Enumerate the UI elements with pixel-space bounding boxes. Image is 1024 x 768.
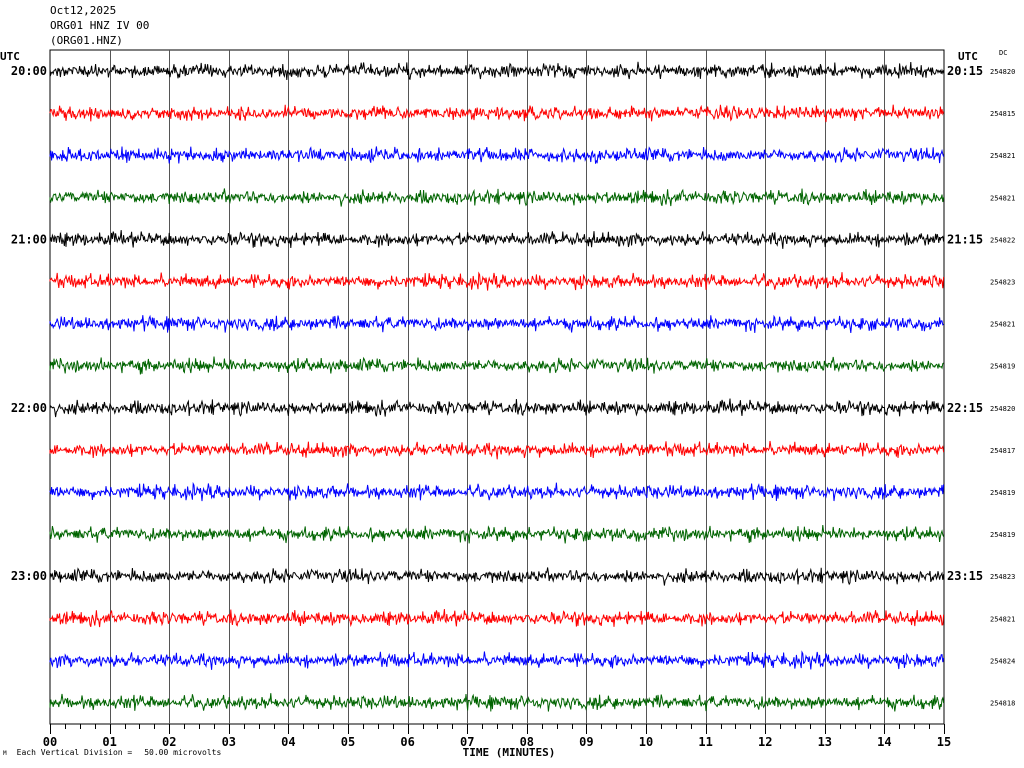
x-tick-label: 12 xyxy=(758,735,772,749)
footer-mark: M xyxy=(3,750,7,757)
seismic-trace xyxy=(49,481,945,502)
dc-offset-label: 254821 xyxy=(990,321,1015,329)
seismic-trace xyxy=(49,356,944,375)
x-tick-label: 08 xyxy=(520,735,534,749)
seismic-trace xyxy=(49,146,945,164)
dc-offset-label: 254821 xyxy=(990,194,1015,202)
hour-label-left: 23:00 xyxy=(11,569,47,583)
dc-offset-label: 254824 xyxy=(990,657,1015,665)
x-tick-label: 00 xyxy=(43,735,57,749)
channel-id: (ORG01.HNZ) xyxy=(50,34,123,47)
division-label: Each Vertical Division = xyxy=(16,748,133,757)
dc-offset-label: 254819 xyxy=(990,531,1015,539)
dc-offset-label: 254817 xyxy=(990,447,1015,455)
hour-label-left: 21:00 xyxy=(11,232,47,246)
x-tick-label: 11 xyxy=(698,735,712,749)
x-tick-label: 06 xyxy=(400,735,414,749)
x-tick-label: 10 xyxy=(639,735,653,749)
x-tick-label: 13 xyxy=(818,735,832,749)
x-tick-label: 07 xyxy=(460,735,474,749)
x-tick-label: 05 xyxy=(341,735,355,749)
dc-offset-label: 254822 xyxy=(990,236,1015,244)
dc-offset-label: 254819 xyxy=(990,489,1015,497)
x-tick-label: 03 xyxy=(222,735,236,749)
seismic-trace xyxy=(49,524,945,544)
dc-offset-label: 254823 xyxy=(990,573,1015,581)
dc-offset-label: 254821 xyxy=(990,615,1015,623)
hour-label-right: 23:15 xyxy=(947,569,983,583)
dc-label: DC xyxy=(999,49,1008,57)
seismic-trace xyxy=(49,650,945,670)
station-name: ORG01 HNZ IV 00 xyxy=(50,19,150,32)
dc-offset-label: 254823 xyxy=(990,279,1015,287)
division-value: 50.00 microvolts xyxy=(144,748,222,757)
seismic-trace xyxy=(49,398,945,418)
seismic-trace xyxy=(49,271,945,291)
hour-label-left: 22:00 xyxy=(11,401,47,415)
utc-label-right: UTC xyxy=(958,50,978,63)
seismic-trace xyxy=(49,693,945,712)
seismic-trace xyxy=(49,230,945,249)
hour-label-right: 21:15 xyxy=(947,232,983,246)
dc-offset-label: 254821 xyxy=(990,152,1015,160)
dc-offset-label: 254820 xyxy=(990,68,1015,76)
x-tick-label: 15 xyxy=(937,735,951,749)
seismic-trace xyxy=(49,608,945,628)
utc-label-left: UTC xyxy=(0,50,20,63)
seismic-trace xyxy=(49,567,945,586)
seismic-trace xyxy=(49,314,944,333)
dc-offset-label: 254820 xyxy=(990,405,1015,413)
seismic-trace xyxy=(49,440,945,460)
plot-date: Oct12,2025 xyxy=(50,4,117,17)
x-tick-label: 14 xyxy=(877,735,891,749)
x-tick-label: 01 xyxy=(102,735,116,749)
hour-label-right: 20:15 xyxy=(947,64,983,78)
dc-offset-label: 254818 xyxy=(990,700,1015,708)
x-axis-title: TIME (MINUTES) xyxy=(463,746,556,759)
seismic-trace xyxy=(49,104,945,123)
dc-offset-label: 254819 xyxy=(990,363,1015,371)
x-tick-label: 09 xyxy=(579,735,593,749)
hour-label-left: 20:00 xyxy=(11,64,47,78)
x-tick-label: 02 xyxy=(162,735,176,749)
seismic-trace xyxy=(49,188,945,207)
dc-offset-label: 254815 xyxy=(990,110,1015,118)
seismic-trace xyxy=(49,61,945,80)
hour-label-right: 22:15 xyxy=(947,401,983,415)
x-tick-label: 04 xyxy=(281,735,295,749)
scale-footer: M Each Vertical Division = 50.00 microvolt… xyxy=(3,748,221,757)
